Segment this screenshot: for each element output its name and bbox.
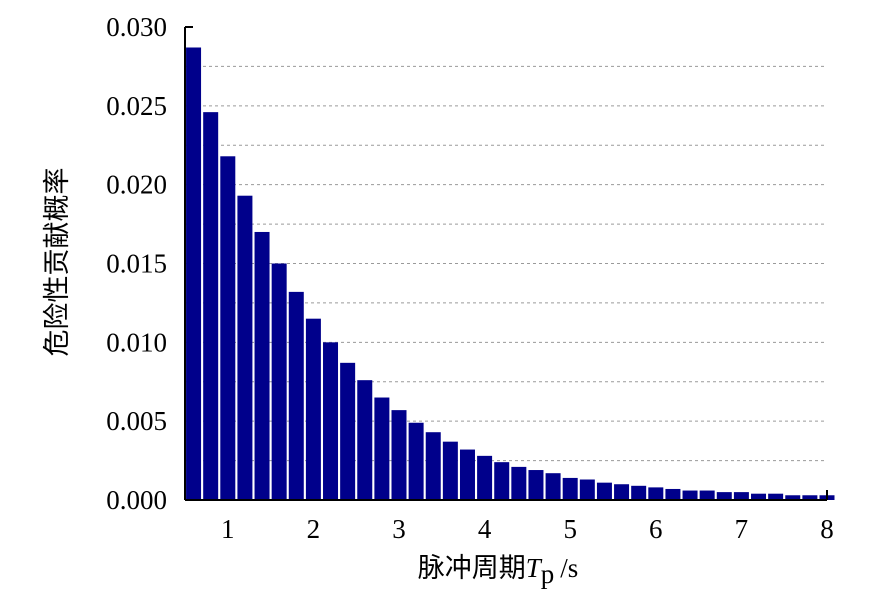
bar [631, 485, 647, 500]
bar [785, 495, 801, 500]
x-tick-labels: 1 2 3 4 5 6 7 8 [221, 514, 834, 544]
gridlines [185, 65, 827, 462]
bar [442, 441, 458, 500]
bar [511, 466, 527, 500]
x-tick-label: 3 [392, 514, 406, 544]
bar [220, 156, 236, 500]
bar [648, 487, 664, 500]
bar [596, 482, 612, 500]
bar [203, 112, 219, 500]
bar [751, 493, 767, 500]
bar [716, 492, 732, 500]
bar [459, 449, 475, 500]
y-tick-label: 0.020 [106, 170, 167, 200]
y-tick-label: 0.030 [106, 12, 167, 42]
bar [614, 484, 630, 500]
axes [184, 26, 828, 501]
x-tick-label: 7 [735, 514, 749, 544]
bar [391, 410, 407, 500]
y-tick-label: 0.015 [106, 249, 167, 279]
x-axis-label-unit: /s [560, 553, 578, 583]
x-axis-label-subscript: p [541, 559, 555, 589]
bar [340, 362, 356, 500]
x-tick-label: 6 [649, 514, 663, 544]
bar [305, 318, 321, 500]
bar [477, 455, 493, 500]
x-tick-label: 4 [478, 514, 492, 544]
y-axis-label: 危险性贡献概率 [42, 168, 73, 357]
bar [374, 397, 390, 500]
x-tick-label: 2 [307, 514, 321, 544]
bar [237, 195, 253, 500]
bar [528, 470, 544, 500]
bar [323, 342, 339, 500]
bar [288, 291, 304, 500]
bar [733, 492, 749, 500]
bar [254, 231, 270, 500]
bar [562, 477, 578, 500]
y-tick-label: 0.000 [106, 485, 167, 515]
y-tick-label: 0.010 [106, 327, 167, 357]
bars [186, 47, 835, 500]
bar [802, 495, 818, 500]
bar [768, 493, 784, 500]
bar [357, 380, 373, 500]
bar [186, 47, 202, 500]
bar [408, 422, 424, 500]
x-axis-label: 脉冲周期Tp/s [418, 553, 579, 589]
bar [665, 488, 681, 500]
y-tick-labels: 0.000 0.005 0.010 0.015 0.020 0.025 0.030 [106, 12, 167, 515]
x-axis-label-variable: T [526, 553, 543, 583]
y-tick-label: 0.005 [106, 406, 167, 436]
x-axis-label-text: 脉冲周期 [418, 553, 526, 584]
bar [579, 479, 595, 500]
x-tick-label: 8 [820, 514, 834, 544]
bar [494, 462, 510, 500]
bar [425, 432, 441, 500]
bar [699, 490, 715, 500]
x-tick-label: 5 [563, 514, 577, 544]
bar [682, 490, 698, 500]
y-tick-label: 0.025 [106, 91, 167, 121]
x-tick-label: 1 [221, 514, 235, 544]
bar [271, 263, 287, 500]
bar [545, 473, 561, 500]
